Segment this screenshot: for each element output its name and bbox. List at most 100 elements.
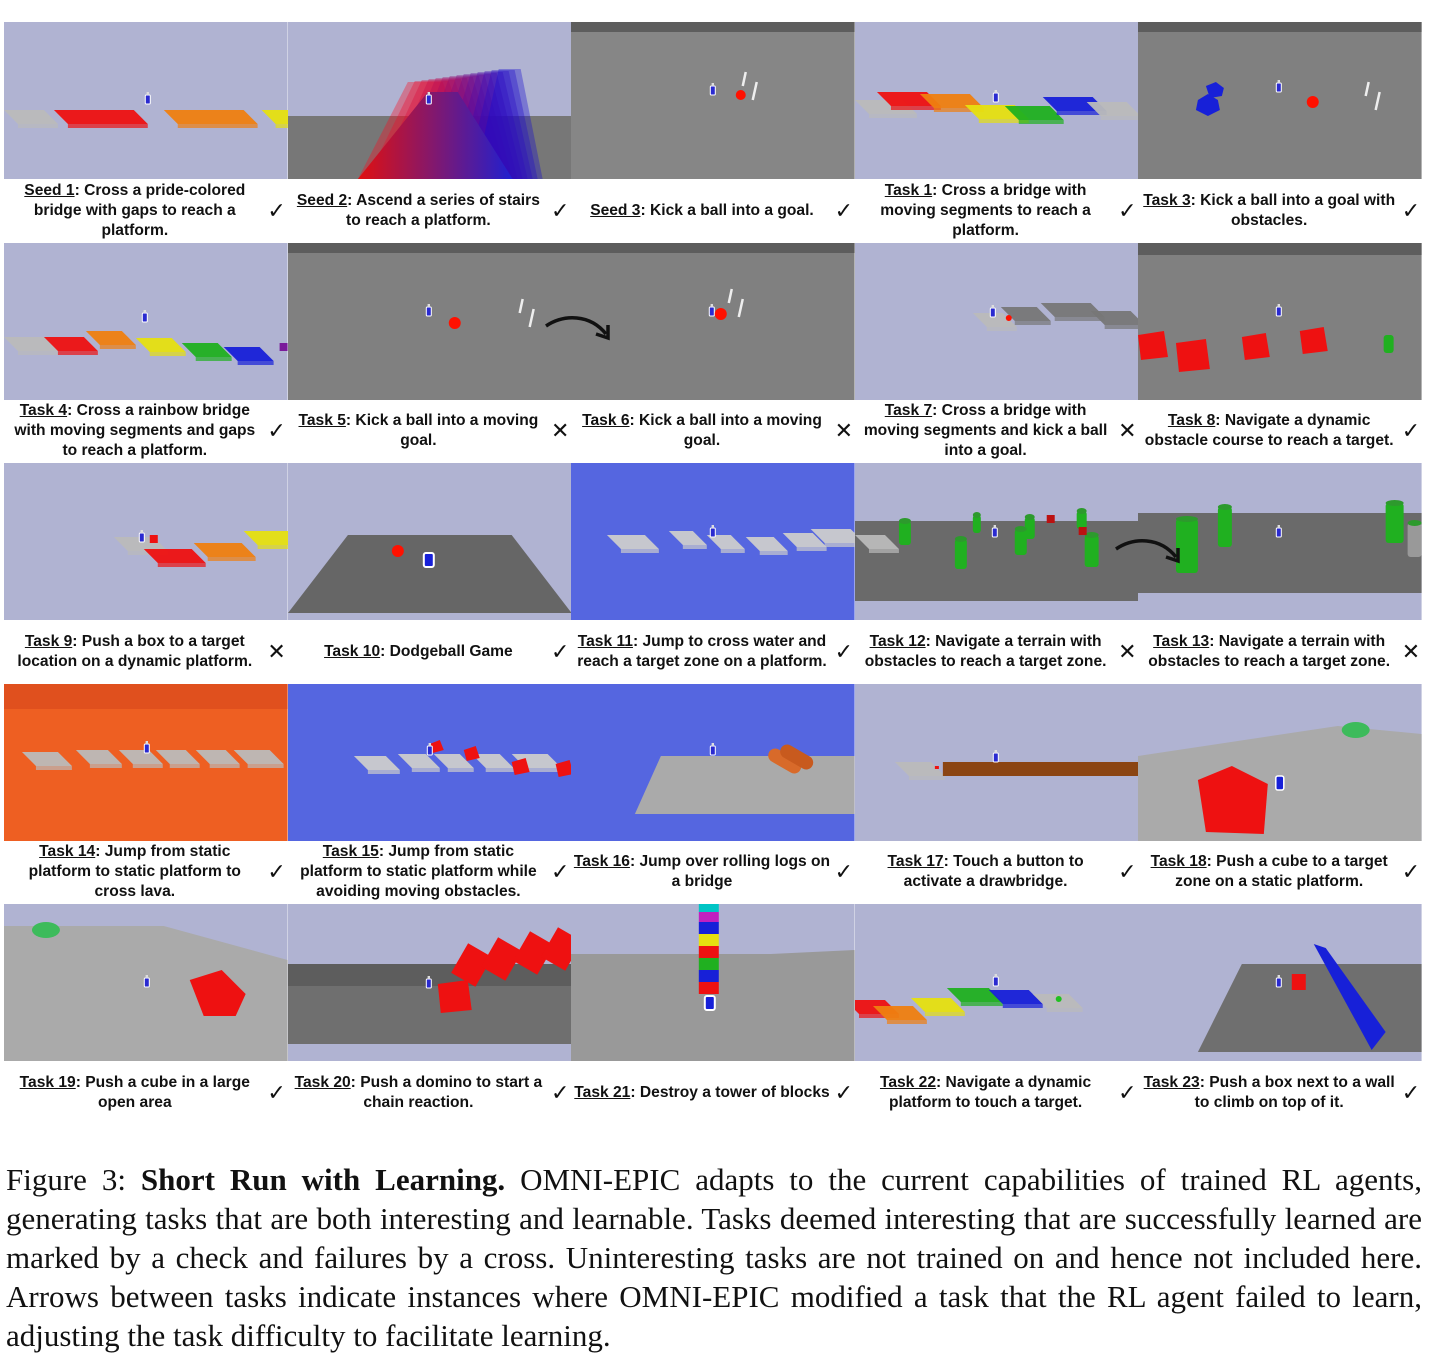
task-description: : Navigate a dynamic obstacle course to … [1144,412,1394,450]
caption-body: OMNI-EPIC adapts to the current capabili… [6,1162,1422,1353]
kick-ball-render [571,22,855,179]
moving-goal-b-render [571,242,855,400]
task-cell: Task 21: Destroy a tower of blocks ✓ [571,904,855,1125]
robot-agent [138,530,145,543]
check-mark-icon: ✓ [267,197,286,223]
task-caption: Seed 2: Ascend a series of stairs to rea… [288,191,550,231]
caption-row: Task 20: Push a domino to start a chain … [288,1061,572,1124]
task-id-task-7: Task 7 [884,402,933,420]
scene-push-cube-open [4,904,288,1062]
caption-row: Task 4: Cross a rainbow bridge with movi… [4,400,288,463]
task-description: : Push a box next to a wall to climb on … [1194,1073,1395,1111]
cross-mark-icon: ✕ [1118,638,1137,664]
task-description: : Jump from static platform to static pl… [28,843,241,901]
task-description: : Destroy a tower of blocks [630,1083,830,1101]
arrow-task5-to-task6 [545,316,610,341]
task-caption: Task 12: Navigate a terrain with obstacl… [855,632,1117,672]
caption-title: Short Run with Learning. [140,1162,506,1197]
caption-row: Task 19: Push a cube in a large open are… [4,1061,288,1124]
caption-row: Task 23: Push a box next to a wall to cl… [1138,1061,1422,1124]
task-id-task-22: Task 22 [879,1073,937,1091]
robot-agent [425,92,432,105]
scene-obstacle-course [1138,242,1422,400]
task-caption: Task 15: Jump from static platform to st… [288,842,550,902]
dominoes-render [287,904,572,1062]
task-id-task-9: Task 9 [24,632,73,650]
task-caption: Task 22: Navigate a dynamic platform to … [855,1073,1117,1113]
check-mark-icon: ✓ [1118,1079,1137,1105]
scene-bridge-kick [854,242,1139,400]
task-caption: Task 20: Push a domino to start a chain … [288,1073,550,1113]
task-id-task-12: Task 12 [869,632,926,650]
check-mark-icon: ✓ [834,197,853,223]
task-cell: Task 10: Dodgeball Game ✓ [287,463,572,684]
caption-row: Task 11: Jump to cross water and reach a… [571,620,855,683]
check-mark-icon: ✓ [550,197,570,223]
kick-obstacles-render [1138,22,1422,179]
figure-caption: Figure 3: Short Run with Learning. OMNI-… [6,1160,1422,1355]
stairs-render [287,22,572,179]
task-cell: Task 6: Kick a ball into a moving goal. ✕ [571,242,855,464]
task-id-task-17: Task 17 [887,853,944,871]
task-description: : Push a cube to a target zone on a stat… [1175,853,1388,891]
task-cell: Seed 2: Ascend a series of stairs to rea… [287,22,572,243]
water-obstacles-render [287,683,572,841]
cross-mark-icon: ✕ [834,418,853,444]
task-cell: Task 12: Navigate a terrain with obstacl… [854,463,1139,684]
scene-wall-climb [1138,904,1422,1062]
task-cell: Task 8: Navigate a dynamic obstacle cour… [1138,242,1422,464]
check-mark-icon: ✓ [550,1079,570,1105]
task-caption: Task 17: Touch a button to activate a dr… [855,852,1117,892]
robot-agent [989,304,996,318]
task-caption: Task 23: Push a box next to a wall to cl… [1138,1073,1400,1113]
caption-row: Task 21: Destroy a tower of blocks ✓ [571,1061,855,1124]
push-cube-platform-render [1138,683,1422,841]
robot-agent [141,309,148,323]
robot-agent [1276,303,1283,317]
scene-push-cube-platform [1138,683,1422,841]
task-id-task-6: Task 6 [582,412,630,430]
task-cell: Task 16: Jump over rolling logs on a bri… [571,683,855,905]
robot-agent [991,525,998,538]
push-cube-open-render [4,904,288,1062]
check-mark-icon: ✓ [267,859,286,885]
check-mark-icon: ✓ [1401,197,1421,223]
task-caption: Task 6: Kick a ball into a moving goal. [571,411,833,451]
task-description: : Navigate a terrain with obstacles to r… [1148,632,1391,670]
task-cell: Task 9: Push a box to a target location … [4,463,288,684]
task-caption: Task 10: Dodgeball Game [288,642,550,662]
caption-row: Task 14: Jump from static platform to st… [4,841,288,904]
task-caption: Task 14: Jump from static platform to st… [4,842,266,902]
task-description: : Dodgeball Game [380,642,513,660]
caption-row: Task 17: Touch a button to activate a dr… [855,841,1139,904]
task-description: : Navigate a dynamic platform to touch a… [888,1073,1092,1111]
check-mark-icon: ✓ [1401,859,1421,885]
scene-pride-bridge [4,22,288,179]
scene-terrain-b [1138,463,1422,621]
scene-dominoes [287,904,572,1062]
drawbridge-render [854,683,1139,841]
task-id-task-21: Task 21 [574,1083,631,1101]
arrow-task12-to-task13 [1115,539,1180,564]
task-caption: Task 8: Navigate a dynamic obstacle cour… [1138,411,1400,451]
task-caption: Seed 3: Kick a ball into a goal. [571,201,833,221]
task-id-task-1: Task 1 [884,181,933,199]
task-cell: Task 5: Kick a ball into a moving goal. ✕ [287,242,572,464]
scene-moving-bridge [854,22,1139,179]
cross-mark-icon: ✕ [1118,418,1137,444]
task-caption: Task 16: Jump over rolling logs on a bri… [571,852,833,892]
check-mark-icon: ✓ [834,859,853,885]
check-mark-icon: ✓ [267,418,286,444]
scene-water-obstacles [287,683,572,841]
scene-stairs [287,22,572,179]
moving-goal-a-render [287,242,572,400]
robot-agent [708,303,715,317]
task-id-task-23: Task 23 [1143,1073,1200,1091]
scene-kick-obstacles [1138,22,1422,179]
caption-row: Task 16: Jump over rolling logs on a bri… [571,841,855,904]
caption-row: Task 10: Dodgeball Game ✓ [288,620,572,683]
robot-agent [143,975,150,988]
water-jump-render [571,463,855,621]
task-caption: Task 7: Cross a bridge with moving segme… [855,401,1117,461]
caption-row: Task 1: Cross a bridge with moving segme… [855,179,1139,242]
